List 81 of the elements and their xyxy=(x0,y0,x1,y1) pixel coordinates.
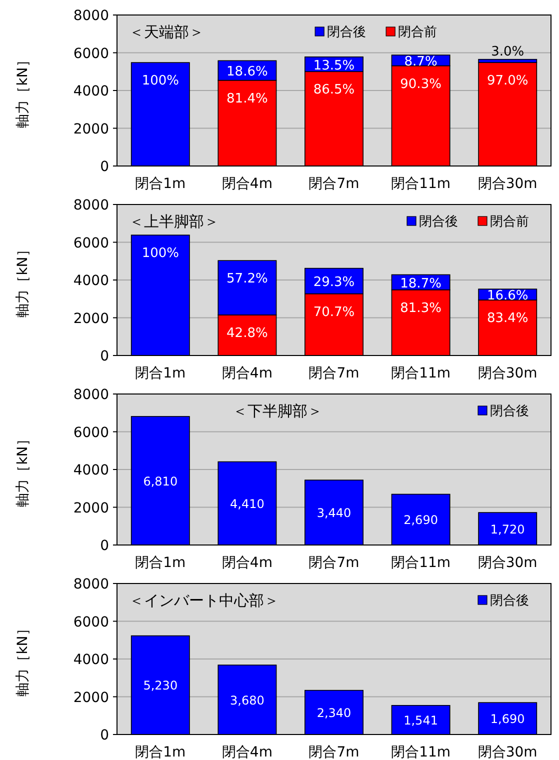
data-label: 3,440 xyxy=(316,506,352,520)
annotation: 3.0% xyxy=(491,44,524,60)
y-tick-label: 8000 xyxy=(73,198,109,214)
data-label: 1,690 xyxy=(490,712,525,726)
legend-label: 閉合前 xyxy=(398,25,438,40)
legend-label: 閉合後 xyxy=(419,214,458,230)
y-tick-label: 8000 xyxy=(73,387,109,403)
annotation: 100% xyxy=(142,74,179,89)
y-tick-label: 8000 xyxy=(73,576,109,592)
annotation: 42.8% xyxy=(226,326,268,341)
legend-label: 閉合後 xyxy=(490,594,529,608)
x-tick-label: 閉合7m xyxy=(308,744,360,760)
y-tick-label: 2000 xyxy=(73,690,109,706)
x-tick-label: 閉合7m xyxy=(308,555,360,571)
y-tick-label: 0 xyxy=(100,348,109,364)
y-axis-title: 軸力［kN］ xyxy=(15,242,31,318)
legend-label: 閉合後 xyxy=(327,25,366,40)
x-tick-label: 閉合1m xyxy=(135,555,186,571)
text: ＜インバート中心部＞ xyxy=(129,592,279,610)
x-tick-label: 閉合11m xyxy=(391,744,451,760)
x-tick-label: 閉合7m xyxy=(308,366,360,382)
y-tick-label: 0 xyxy=(100,159,109,175)
y-tick-label: 2000 xyxy=(73,500,109,516)
data-label: 2,340 xyxy=(316,706,352,720)
y-tick-label: 8000 xyxy=(73,8,109,24)
legend-label: 閉合後 xyxy=(490,404,529,419)
data-label: 1,720 xyxy=(490,522,525,536)
annotation: 18.7% xyxy=(400,276,442,292)
x-tick-label: 閉合4m xyxy=(222,555,272,571)
x-tick-label: 閉合7m xyxy=(308,176,360,192)
y-axis-title: 軸力［kN］ xyxy=(15,622,31,696)
x-tick-label: 閉合1m xyxy=(135,744,186,760)
data-label: 4,410 xyxy=(230,496,264,511)
y-tick-label: 6000 xyxy=(73,235,109,252)
x-tick-label: 閉合4m xyxy=(222,176,272,192)
annotation: 57.2% xyxy=(226,272,268,287)
data-label: 3,680 xyxy=(230,693,264,708)
x-tick-label: 閉合1m xyxy=(135,366,186,382)
y-tick-label: 4000 xyxy=(73,462,109,478)
annotation: 29.3% xyxy=(313,275,355,290)
annotation: 86.5% xyxy=(313,82,355,98)
text: ＜下半脚部＞ xyxy=(232,402,323,420)
y-axis-title: 軸力［kN］ xyxy=(15,53,31,128)
y-tick-label: 4000 xyxy=(73,273,109,289)
x-tick-label: 閉合4m xyxy=(222,744,272,760)
x-tick-label: 閉合4m xyxy=(222,366,272,382)
data-label: 6,810 xyxy=(143,474,178,488)
x-tick-label: 閉合30m xyxy=(478,366,538,382)
annotation: 18.6% xyxy=(226,64,268,80)
y-tick-label: 6000 xyxy=(73,424,109,441)
x-tick-label: 閉合1m xyxy=(135,176,186,192)
x-tick-label: 閉合30m xyxy=(478,744,538,760)
annotation: 97.0% xyxy=(486,74,528,89)
text: ＜天端部＞ xyxy=(129,23,204,41)
y-axis-title: 軸力［kN］ xyxy=(15,432,31,507)
data-label: 1,541 xyxy=(404,714,438,728)
annotation: 83.4% xyxy=(486,311,528,326)
x-tick-label: 閉合11m xyxy=(391,555,451,571)
data-label: 5,230 xyxy=(143,678,178,693)
annotation: 81.4% xyxy=(226,91,268,106)
legend-label: 閉合前 xyxy=(490,214,529,230)
y-tick-label: 6000 xyxy=(73,614,109,630)
y-tick-label: 0 xyxy=(100,538,109,554)
y-tick-label: 4000 xyxy=(73,652,109,668)
x-tick-label: 閉合30m xyxy=(478,176,538,192)
annotation: 70.7% xyxy=(313,304,355,320)
x-tick-label: 閉合30m xyxy=(478,555,538,571)
y-tick-label: 2000 xyxy=(73,121,109,138)
y-tick-label: 0 xyxy=(100,728,109,744)
y-tick-label: 4000 xyxy=(73,84,109,100)
data-label: 2,690 xyxy=(404,513,438,528)
y-tick-label: 6000 xyxy=(73,46,109,62)
annotation: 100% xyxy=(142,246,179,262)
text: ＜上半脚部＞ xyxy=(129,212,219,230)
y-tick-label: 2000 xyxy=(73,310,109,327)
annotation: 13.5% xyxy=(313,58,355,74)
annotation: 90.3% xyxy=(400,76,442,92)
annotation: 81.3% xyxy=(400,300,442,316)
x-tick-label: 閉合11m xyxy=(391,366,451,382)
annotation: 8.7% xyxy=(404,54,438,70)
x-tick-label: 閉合11m xyxy=(391,176,451,192)
